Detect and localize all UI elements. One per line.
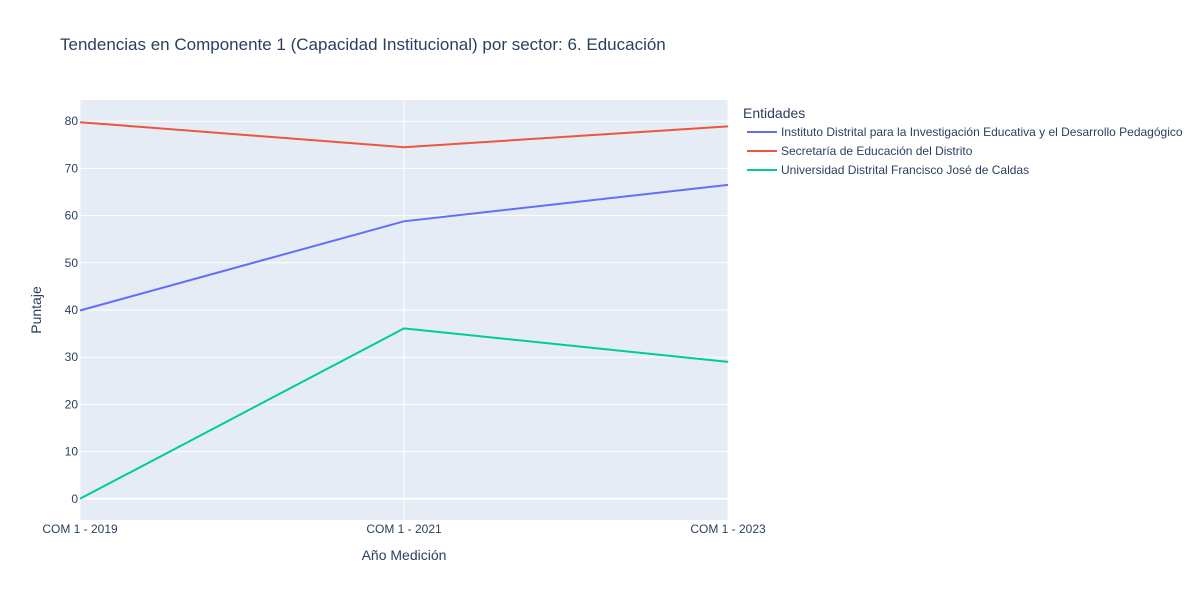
legend-title: Entidades: [743, 105, 805, 121]
y-tick-label: 10: [65, 445, 79, 459]
y-tick-label: 50: [65, 256, 79, 270]
legend-label: Secretaría de Educación del Distrito: [781, 144, 973, 158]
legend-label: Universidad Distrital Francisco José de …: [781, 163, 1029, 177]
x-tick-label: COM 1 - 2019: [42, 522, 118, 536]
y-tick-label: 40: [65, 303, 79, 317]
series-line: [79, 121, 729, 149]
y-axis-title: Puntaje: [28, 286, 44, 334]
y-tick-label: 0: [71, 492, 78, 506]
series-line: [79, 183, 729, 312]
legend-item[interactable]: Universidad Distrital Francisco José de …: [747, 163, 1029, 177]
legend-item[interactable]: Secretaría de Educación del Distrito: [747, 144, 973, 158]
y-tick-label: 70: [65, 161, 79, 175]
y-tick-label: 20: [65, 397, 79, 411]
legend[interactable]: Entidades Instituto Distrital para la In…: [743, 105, 1183, 177]
axis-ticks: 0 10 20 30 40 50 60 70 80 COM 1 - 2019 COM 1 - 202…: [42, 114, 766, 536]
y-tick-label: 30: [65, 350, 79, 364]
legend-label: Instituto Distrital para la Investigació…: [781, 125, 1183, 139]
y-tick-label: 80: [65, 114, 79, 128]
legend-item[interactable]: Instituto Distrital para la Investigació…: [747, 125, 1183, 139]
x-tick-label: COM 1 - 2021: [366, 522, 442, 536]
series-lines: [79, 121, 729, 500]
y-tick-label: 60: [65, 209, 79, 223]
chart-title: Tendencias en Componente 1 (Capacidad In…: [60, 35, 666, 54]
x-tick-label: COM 1 - 2023: [690, 522, 766, 536]
series-line: [79, 327, 729, 500]
x-axis-title: Año Medición: [362, 547, 447, 563]
